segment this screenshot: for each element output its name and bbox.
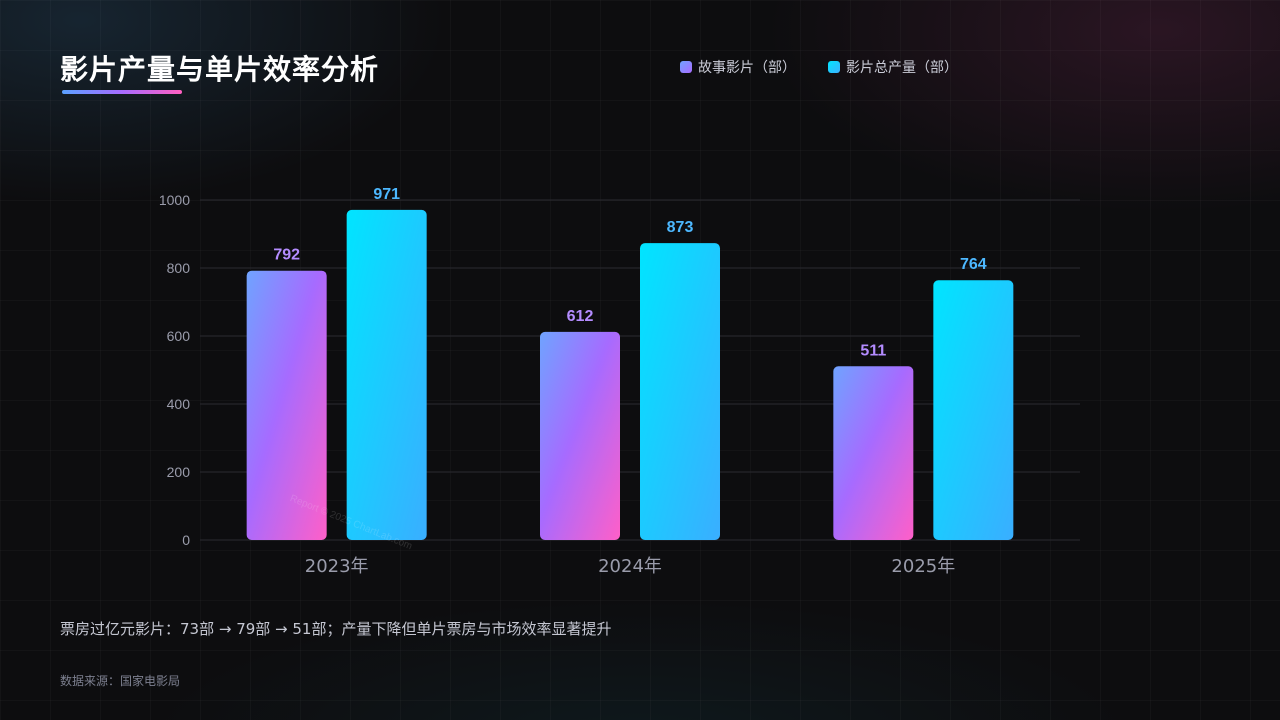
y-tick-label: 600 <box>167 328 191 344</box>
x-tick-label: 2025年 <box>891 556 955 577</box>
data-label: 511 <box>860 342 886 359</box>
bars <box>246 209 1014 541</box>
y-tick-label: 400 <box>167 396 191 412</box>
page-title: 影片产量与单片效率分析 <box>60 53 380 86</box>
y-axis-ticks: 0 200 400 600 800 1000 <box>159 192 190 548</box>
legend-item-series-a[interactable]: 故事影片（部） <box>680 57 796 77</box>
legend-item-series-b[interactable]: 影片总产量（部） <box>828 57 958 77</box>
y-tick-label: 800 <box>167 260 191 276</box>
legend-label-series-b: 影片总产量（部） <box>846 60 958 76</box>
legend-swatch-series-b <box>828 61 840 73</box>
title-underline <box>62 90 182 94</box>
x-tick-label: 2024年 <box>598 556 662 577</box>
y-tick-label: 1000 <box>159 192 190 208</box>
bar-series-b-1[interactable] <box>346 209 427 541</box>
y-tick-label: 0 <box>182 532 190 548</box>
data-source: 数据来源：国家电影局 <box>60 674 181 688</box>
bar-series-b-3[interactable] <box>933 280 1014 540</box>
data-label: 792 <box>273 247 300 264</box>
bar-series-a-1[interactable] <box>246 270 327 540</box>
data-label: 612 <box>567 308 594 325</box>
bar-series-a-2[interactable] <box>540 331 620 540</box>
x-axis-ticks: 2023年 2024年 2025年 <box>305 556 955 577</box>
data-labels: 792 971 612 873 511 764 <box>273 186 986 359</box>
data-label: 873 <box>667 219 694 236</box>
legend-label-series-a: 故事影片（部） <box>698 60 796 76</box>
bar-series-b-2[interactable] <box>640 243 720 540</box>
x-tick-label: 2023年 <box>305 556 369 577</box>
y-tick-label: 200 <box>167 464 191 480</box>
legend-swatch-series-a <box>680 61 692 73</box>
bar-series-a-3[interactable] <box>833 366 914 540</box>
data-label: 764 <box>960 256 987 273</box>
data-label: 971 <box>373 186 400 203</box>
chart-legend: 故事影片（部） 影片总产量（部） <box>680 57 958 77</box>
footnote: 票房过亿元影片：73部 → 79部 → 51部；产量下降但单片票房与市场效率显著… <box>60 620 612 638</box>
